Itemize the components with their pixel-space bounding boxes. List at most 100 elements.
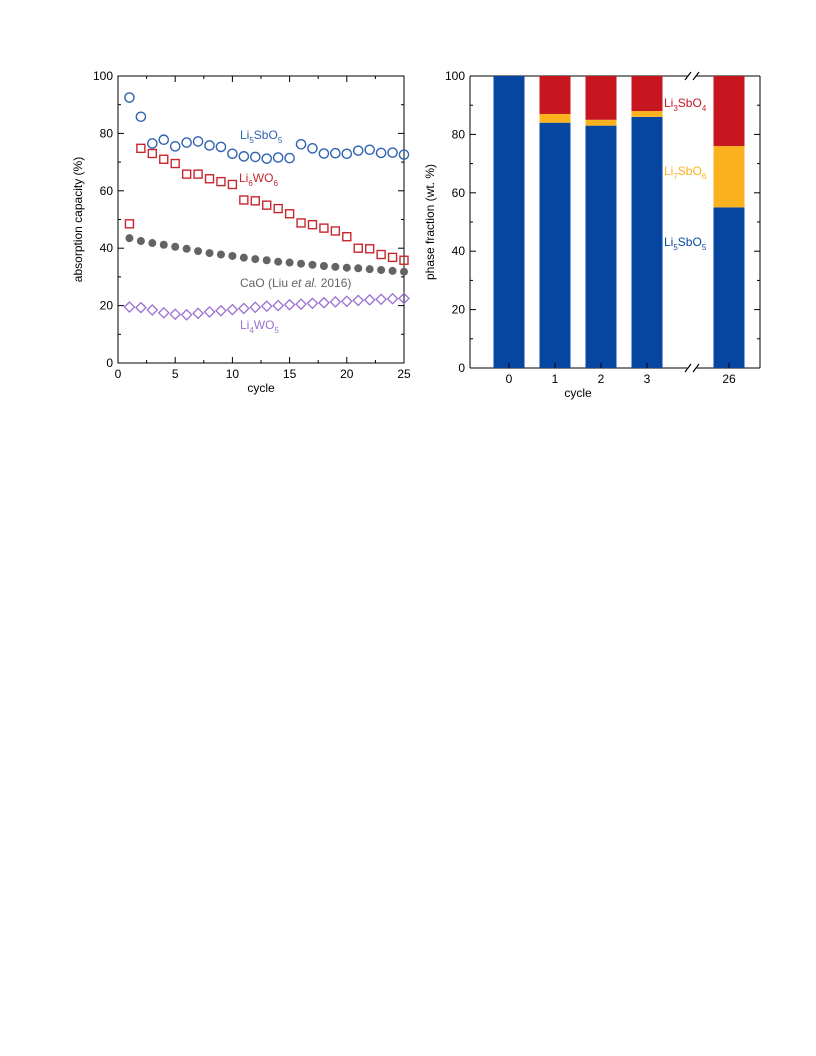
point-Li6WO6 [364, 244, 375, 254]
point-Li4WO5 [157, 306, 170, 319]
point-Li5SbO5 [272, 152, 284, 163]
y-tick-label: 0 [106, 356, 113, 370]
point-Li5SbO5 [227, 148, 238, 160]
y-tick-label: 100 [445, 69, 465, 83]
point-Li4WO5 [215, 304, 227, 317]
point-Li4WO5 [352, 294, 365, 307]
series-label-Li5SbO5: Li5SbO5 [240, 128, 283, 145]
point-Li4WO5 [295, 298, 307, 311]
x-tick-label: 0 [115, 367, 122, 381]
point-Li6WO6 [353, 243, 363, 253]
bar-Li5SbO5-cycle-3 [631, 116, 663, 368]
point-CaO [125, 234, 134, 243]
point-Li5SbO5 [364, 144, 375, 156]
bar-Li5SbO5-cycle-1 [539, 122, 571, 368]
point-Li5SbO5 [330, 147, 341, 159]
bar-Li5SbO5-cycle-0 [493, 76, 525, 368]
point-Li6WO6 [193, 169, 203, 179]
bar-Li3SbO4-cycle-26 [713, 76, 745, 147]
x-axis-label: cycle [564, 386, 592, 400]
absorption-capacity-chart: 0 5 10 15 20 25 0 20 40 60 80 100 cycle absorption ca… [71, 69, 411, 395]
x-tick-label: 2 [598, 372, 605, 386]
point-Li5SbO5 [204, 140, 215, 151]
y-tick-label: 80 [100, 126, 114, 140]
point-Li6WO6 [399, 255, 409, 265]
point-CaO [171, 242, 180, 251]
y-tick-label: 100 [93, 69, 113, 83]
point-Li6WO6 [284, 209, 295, 219]
point-Li4WO5 [329, 295, 342, 308]
x-tick-label: 26 [722, 372, 736, 386]
point-CaO [239, 253, 248, 262]
point-Li6WO6 [227, 179, 238, 190]
series-label-Li5SbO5: Li5SbO5 [664, 235, 707, 252]
point-CaO [308, 260, 317, 269]
series-Li5SbO5 [124, 92, 410, 164]
point-Li5SbO5 [375, 147, 387, 159]
point-Li6WO6 [250, 196, 260, 206]
bar-Li7SbO6-cycle-3 [631, 111, 663, 117]
x-tick-label: 15 [283, 367, 297, 381]
point-Li4WO5 [180, 308, 193, 321]
x-axis-label: cycle [247, 381, 275, 395]
y-tick-label: 20 [452, 303, 466, 317]
point-Li4WO5 [146, 303, 159, 316]
x-tick-label: 5 [172, 367, 179, 381]
point-Li4WO5 [203, 305, 216, 318]
point-Li5SbO5 [341, 148, 353, 160]
point-Li6WO6 [136, 143, 146, 154]
point-Li6WO6 [239, 195, 249, 205]
point-Li6WO6 [159, 154, 169, 164]
point-Li5SbO5 [192, 136, 204, 147]
point-CaO [216, 250, 225, 259]
point-CaO [182, 244, 191, 253]
point-CaO [262, 256, 271, 265]
point-Li4WO5 [375, 293, 388, 306]
x-tick-label: 20 [340, 367, 354, 381]
point-CaO [297, 259, 306, 268]
point-Li4WO5 [318, 296, 330, 309]
y-tick-label: 0 [458, 361, 465, 375]
point-Li4WO5 [260, 300, 273, 313]
bar-Li7SbO6-cycle-2 [585, 119, 617, 126]
point-Li4WO5 [237, 302, 250, 315]
point-CaO [228, 251, 237, 260]
point-CaO [136, 237, 145, 246]
point-Li6WO6 [204, 174, 215, 184]
bar-Li3SbO4-cycle-1 [539, 76, 571, 114]
point-Li5SbO5 [124, 92, 135, 103]
point-Li4WO5 [340, 295, 353, 308]
point-Li6WO6 [319, 223, 329, 233]
point-Li5SbO5 [147, 138, 158, 149]
bar-Li7SbO6-cycle-26 [713, 146, 745, 208]
y-tick-label: 80 [452, 127, 466, 141]
point-CaO [388, 266, 397, 275]
point-Li4WO5 [283, 298, 296, 311]
point-CaO [319, 261, 328, 270]
point-Li6WO6 [147, 148, 158, 159]
point-CaO [331, 262, 340, 271]
series-CaO [125, 234, 408, 276]
x-tick-label: 1 [552, 372, 559, 386]
point-Li6WO6 [296, 218, 306, 228]
point-Li4WO5 [192, 307, 204, 320]
point-Li5SbO5 [238, 151, 250, 162]
series-Li6WO6 [124, 143, 409, 265]
series-label-CaO: CaO (Liu et al. 2016) [240, 276, 351, 290]
point-Li5SbO5 [352, 145, 364, 156]
point-Li4WO5 [226, 303, 239, 316]
series-label-Li3SbO4: Li3SbO4 [664, 96, 707, 113]
point-CaO [251, 255, 260, 264]
point-Li5SbO5 [318, 148, 330, 159]
point-Li4WO5 [398, 292, 410, 305]
point-Li6WO6 [181, 169, 192, 179]
point-Li4WO5 [249, 301, 262, 314]
y-axis-label: absorption capacity (%) [71, 157, 85, 282]
point-Li5SbO5 [387, 147, 398, 158]
series-label-Li4WO5: Li4WO5 [240, 318, 279, 335]
bar-Li7SbO6-cycle-1 [539, 113, 571, 123]
point-CaO [354, 264, 363, 273]
point-CaO [159, 240, 168, 249]
y-tick-label: 60 [452, 186, 466, 200]
point-Li4WO5 [123, 301, 136, 313]
